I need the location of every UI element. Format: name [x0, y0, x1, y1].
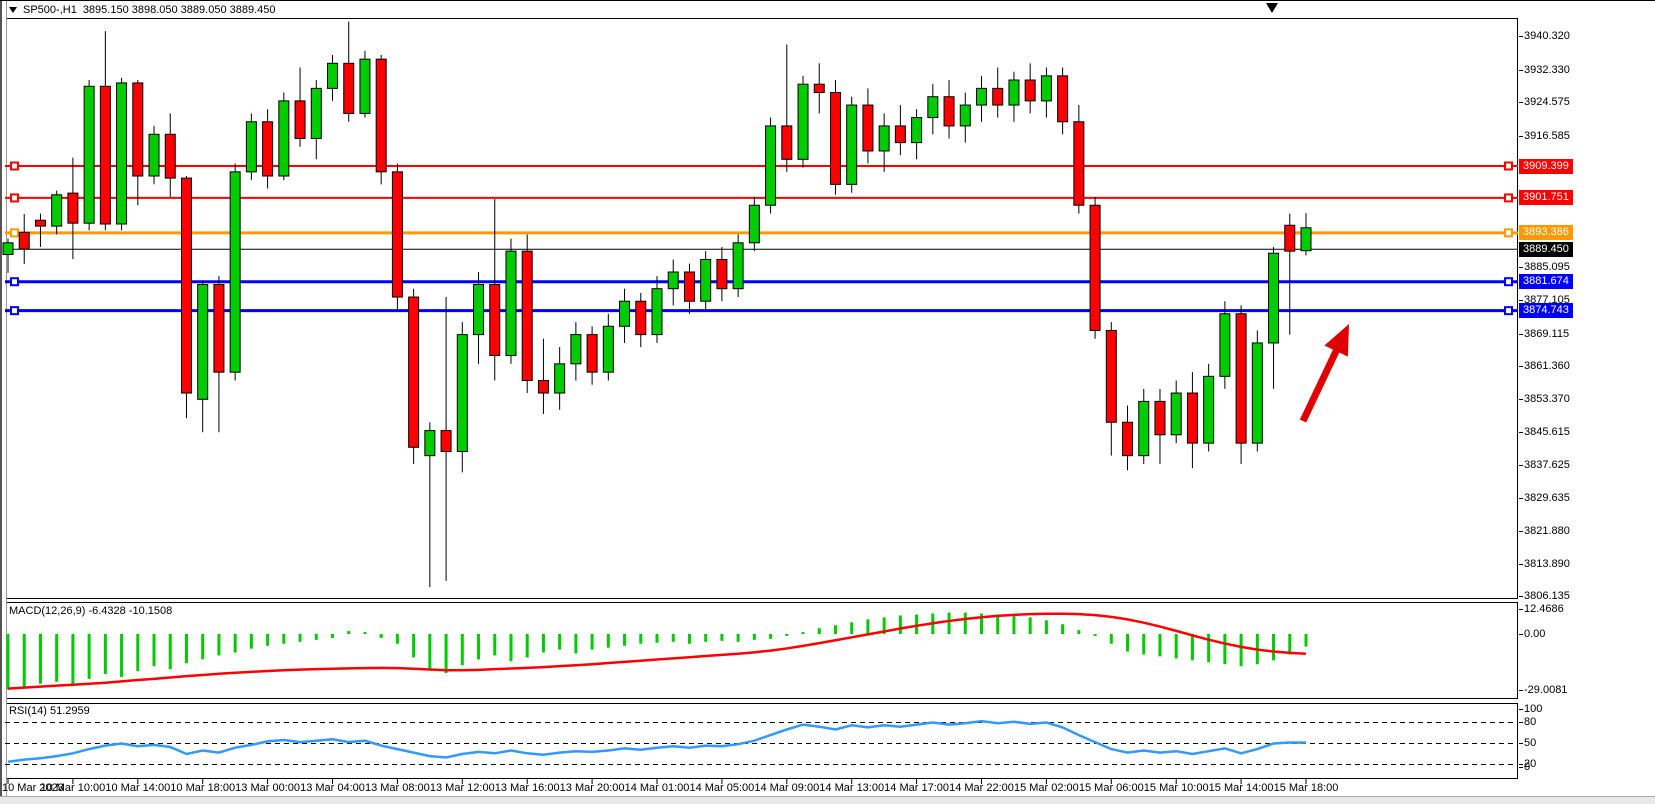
window-left-edge	[0, 1, 7, 796]
price-axis[interactable]: 3940.320 3932.330 3924.575 3916.585 3885.095…	[1518, 1, 1655, 796]
time-axis-label: 13 Mar 00:00	[235, 782, 301, 794]
time-axis-label: 14 Mar 22:00	[949, 782, 1014, 794]
price-axis-label: 3940.320	[1519, 30, 1570, 43]
time-axis-label: 14 Mar 13:00	[819, 782, 885, 794]
time-axis-label: 15 Mar 02:00	[1013, 782, 1079, 794]
price-axis-label: 3924.575	[1519, 96, 1570, 109]
price-axis-label: 3845.615	[1519, 425, 1570, 438]
time-axis-label: 13 Mar 04:00	[300, 782, 365, 794]
macd-axis-label: 0.00	[1518, 627, 1546, 640]
price-axis-label: 3813.890	[1519, 558, 1570, 571]
rsi-label: RSI(14) 51.2959	[9, 705, 90, 717]
rsi-axis-label: 80	[1518, 716, 1537, 728]
chart-title-ohlc: 3895.150 3898.050 3889.050 3889.450	[82, 3, 276, 16]
time-axis-label: 15 Mar 14:00	[1208, 782, 1274, 794]
price-axis-label: 3916.585	[1519, 129, 1570, 142]
time-axis-label: 15 Mar 18:00	[1273, 782, 1339, 794]
level-price-badge: 3909.399	[1519, 158, 1573, 174]
price-axis-label: 3806.135	[1519, 590, 1570, 603]
time-axis-label: 14 Mar 01:00	[624, 782, 690, 794]
rsi-axis-label: 100	[1518, 702, 1543, 715]
time-axis-label: 13 Mar 08:00	[364, 782, 430, 794]
time-axis-label: 10 Mar 10:00	[40, 782, 106, 794]
macd-axis-label: -29.0081	[1518, 684, 1568, 697]
time-axis-label: 15 Mar 06:00	[1078, 782, 1144, 794]
time-axis-label: 14 Mar 05:00	[689, 782, 755, 794]
rsi-axis-label: 20	[1518, 758, 1537, 770]
price-axis-label: 3853.370	[1519, 393, 1570, 406]
price-axis-label: 3869.115	[1518, 327, 1570, 340]
time-axis-label: 10 Mar 2023	[2, 782, 64, 794]
time-axis-label: 13 Mar 16:00	[494, 782, 560, 794]
macd-label: MACD(12,26,9) -6.4328 -10.1508	[9, 605, 173, 617]
symbol-dropdown-icon[interactable]	[9, 6, 17, 13]
time-axis-label: 14 Mar 17:00	[884, 782, 950, 794]
window-bottom-strip	[0, 796, 1655, 804]
time-axis-label: 15 Mar 10:00	[1143, 782, 1209, 794]
price-axis-label: 3932.330	[1519, 63, 1570, 76]
price-axis-label: 3821.880	[1519, 524, 1570, 537]
level-price-badge: 3874.743	[1519, 303, 1573, 319]
level-price-badge: 3893.386	[1519, 225, 1573, 241]
rsi-axis-label: 0	[1518, 760, 1531, 773]
level-price-badge: 3901.751	[1519, 190, 1573, 206]
price-chart-panel[interactable]	[5, 18, 1518, 599]
price-axis-label: 3885.095	[1519, 260, 1570, 273]
price-axis-label: 3861.360	[1519, 360, 1570, 372]
current-price-badge: 3889.450	[1519, 241, 1573, 257]
rsi-axis-label: 50	[1518, 737, 1537, 749]
chart-title-symbol: SP500-,H1	[23, 3, 77, 16]
time-axis-label: 13 Mar 20:00	[559, 782, 625, 794]
time-axis-label: 14 Mar 09:00	[754, 782, 820, 794]
rsi-panel[interactable]	[5, 703, 1518, 779]
chart-shift-marker-icon[interactable]	[1266, 3, 1278, 13]
price-axis-label: 3829.635	[1519, 492, 1570, 505]
macd-axis-label: 12.4686	[1519, 603, 1564, 616]
price-axis-label: 3837.625	[1519, 459, 1570, 472]
level-price-badge: 3881.674	[1519, 274, 1573, 290]
chart-titlebar: SP500-,H1 3895.150 3898.050 3889.050 388…	[5, 1, 276, 18]
time-axis-label: 13 Mar 12:00	[429, 782, 495, 794]
time-axis-label: 10 Mar 14:00	[105, 782, 171, 794]
time-axis-label: 10 Mar 18:00	[170, 782, 236, 794]
macd-panel[interactable]	[5, 602, 1518, 699]
